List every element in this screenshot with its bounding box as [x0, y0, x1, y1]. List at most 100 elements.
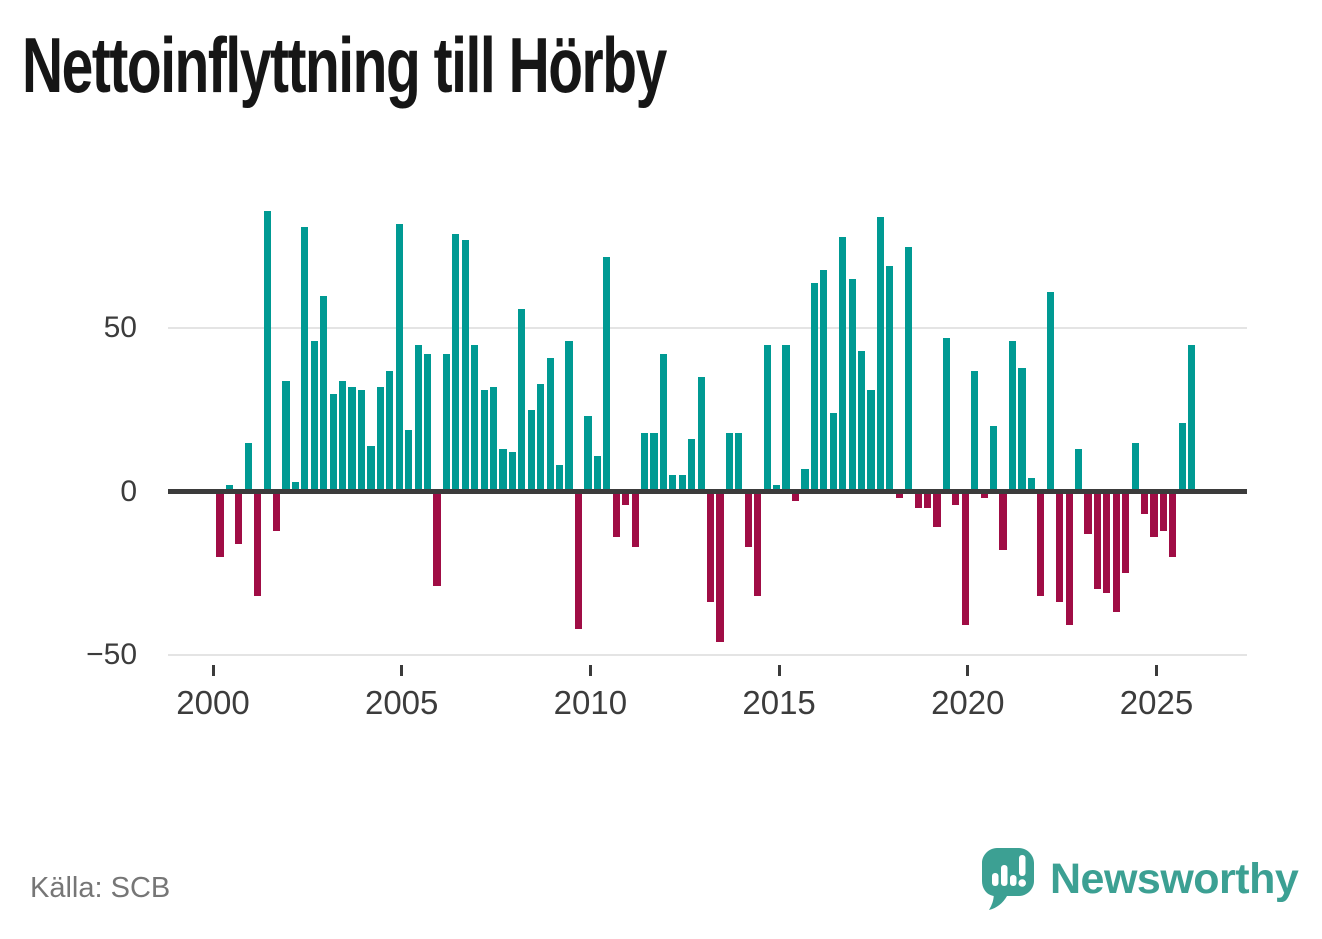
- bar: [744, 491, 752, 547]
- bar: [301, 227, 309, 492]
- bar: [669, 475, 677, 492]
- bar: [839, 236, 847, 492]
- bar: [1140, 491, 1149, 515]
- bar: [1112, 491, 1120, 613]
- bar: [584, 416, 592, 492]
- bar: [999, 491, 1007, 551]
- bar: [244, 442, 252, 492]
- x-tick-label: 2025: [1119, 684, 1194, 721]
- bar: [565, 341, 573, 492]
- x-tick-mark: [400, 665, 404, 676]
- bar: [961, 491, 969, 626]
- bar: [876, 217, 884, 492]
- bar: [291, 481, 300, 492]
- x-tick-label: 2005: [364, 684, 439, 721]
- bar: [622, 491, 630, 505]
- bar: [395, 223, 403, 492]
- bar: [216, 491, 224, 557]
- bar: [414, 344, 422, 492]
- bar: [848, 279, 856, 492]
- bar: [508, 452, 517, 492]
- bar: [1159, 491, 1168, 531]
- bar: [754, 491, 762, 596]
- bar: [990, 426, 998, 492]
- bar: [603, 256, 611, 492]
- bar: [706, 491, 715, 603]
- bar: [763, 344, 771, 492]
- source-note: Källa: SCB: [30, 872, 171, 904]
- bar: [357, 390, 366, 492]
- bar: [1065, 491, 1073, 626]
- bar: [801, 468, 809, 492]
- bar: [659, 354, 667, 492]
- bar: [405, 429, 413, 492]
- bar: [1093, 491, 1101, 590]
- bar: [320, 295, 328, 492]
- bar: [1046, 292, 1054, 492]
- x-tick-mark: [588, 665, 592, 676]
- bar: [791, 491, 800, 502]
- grid-line: [168, 653, 1247, 656]
- bar: [367, 445, 375, 492]
- bar: [820, 269, 828, 492]
- bar: [593, 455, 601, 492]
- bar: [1150, 491, 1158, 538]
- bar: [1188, 344, 1196, 492]
- bar: [471, 344, 479, 492]
- bar: [886, 266, 894, 492]
- x-tick-mark: [1155, 665, 1158, 676]
- bar: [1122, 491, 1130, 574]
- bar: [574, 491, 583, 629]
- bar: [650, 432, 658, 492]
- bar: [310, 341, 318, 492]
- brand-name: Newsworthy: [1050, 854, 1299, 903]
- bar: [225, 484, 234, 492]
- bar: [1027, 478, 1035, 492]
- bar: [329, 393, 337, 492]
- x-tick-mark: [211, 665, 215, 676]
- grid-line: [168, 327, 1247, 330]
- bar: [1103, 491, 1111, 593]
- bar: [631, 491, 639, 547]
- bar: [490, 387, 498, 492]
- bar: [1074, 449, 1083, 492]
- newsworthy-logo-icon: [982, 848, 1034, 910]
- zero-axis-line: [168, 489, 1247, 494]
- bar: [952, 491, 960, 505]
- bar: [716, 491, 724, 642]
- bar: [433, 491, 441, 587]
- y-tick-label: −50: [86, 637, 137, 671]
- bar: [254, 491, 262, 596]
- bar: [782, 344, 790, 492]
- bar: [376, 387, 384, 492]
- bar: [1169, 491, 1177, 557]
- y-tick-label: 50: [103, 311, 137, 345]
- bar: [235, 491, 243, 544]
- bar: [640, 432, 649, 492]
- bar: [442, 354, 450, 492]
- x-tick-label: 2010: [553, 684, 628, 721]
- brand-footer: Newsworthy: [980, 844, 1300, 914]
- bar: [1008, 341, 1017, 492]
- bar: [905, 246, 913, 492]
- x-tick-label: 2015: [742, 684, 816, 721]
- bar: [1037, 491, 1045, 596]
- x-tick-mark: [966, 665, 970, 676]
- bar: [348, 387, 356, 492]
- bar: [612, 491, 620, 538]
- bar: [1084, 491, 1092, 534]
- bar: [423, 354, 432, 492]
- bar: [537, 383, 545, 492]
- bar: [933, 491, 941, 528]
- bar: [339, 380, 347, 492]
- bar: [735, 432, 743, 492]
- bar: [1178, 422, 1186, 492]
- bar: [499, 449, 507, 492]
- plot-area: [168, 150, 1247, 658]
- bar: [923, 491, 932, 508]
- bar: [1018, 367, 1026, 492]
- bar: [971, 370, 979, 492]
- bar: [282, 380, 290, 492]
- bar: [895, 491, 903, 499]
